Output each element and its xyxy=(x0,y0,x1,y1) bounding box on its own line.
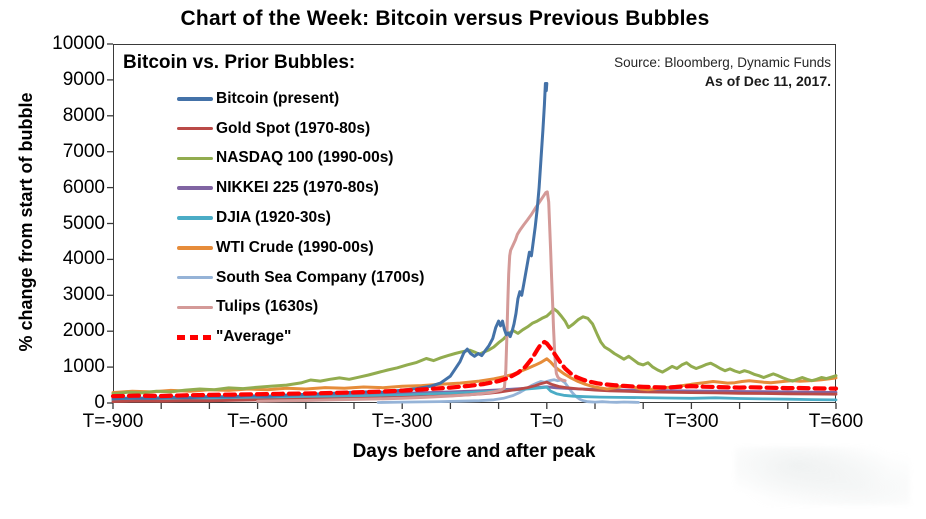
y-tick-label: 9000 xyxy=(62,68,105,90)
legend-item-nasdaq-100: NASDAQ 100 (1990-00s) xyxy=(123,144,453,174)
legend-swatch-gold-spot xyxy=(177,126,213,131)
x-tick-label: T=600 xyxy=(808,411,864,432)
y-tick-label: 5000 xyxy=(62,212,105,234)
y-tick-label: 2000 xyxy=(62,320,105,342)
series-line-south-sea xyxy=(376,378,640,404)
legend-swatch-bitcoin xyxy=(177,97,213,101)
legend-item-label: Gold Spot (1970-80s) xyxy=(216,119,371,137)
legend-swatch-djia xyxy=(177,216,213,220)
legend-item-gold-spot: Gold Spot (1970-80s) xyxy=(123,114,453,144)
page-title: Chart of the Week: Bitcoin versus Previo… xyxy=(180,7,710,30)
legend-item-label: Tulips (1630s) xyxy=(216,298,319,316)
x-tick-label: T=300 xyxy=(664,411,719,432)
legend-item-bitcoin: Bitcoin (present) xyxy=(123,84,453,114)
legend-swatch-wti-crude xyxy=(177,246,213,250)
source-block: Source: Bloomberg, Dynamic Funds As of D… xyxy=(614,53,831,91)
legend-swatch-tulips xyxy=(177,305,213,310)
legend-items: Bitcoin (present) Gold Spot (1970-80s) NAS… xyxy=(123,84,453,352)
legend-swatch-south-sea xyxy=(177,275,213,280)
series-line-tulips xyxy=(256,190,567,403)
legend-item-tulips: Tulips (1630s) xyxy=(123,293,453,323)
x-tick-label: T=-300 xyxy=(371,411,433,432)
legend-item-label: Bitcoin (present) xyxy=(216,89,340,107)
x-tick-label: T=-900 xyxy=(82,411,144,432)
plot-area xyxy=(113,44,836,403)
legend-item-nikkei-225: NIKKEI 225 (1970-80s) xyxy=(123,173,453,203)
legend-item-label: South Sea Company (1700s) xyxy=(216,268,425,286)
as-of-date-text: As of Dec 11, 2017. xyxy=(704,73,831,89)
watermark-smudge xyxy=(735,447,910,505)
legend: Bitcoin vs. Prior Bubbles: Bitcoin (pres… xyxy=(123,52,453,352)
x-tick-label: T=0 xyxy=(530,411,564,432)
series-line-bitcoin xyxy=(111,82,549,401)
y-tick-label: 0 xyxy=(94,392,105,413)
legend-swatch-nikkei-225 xyxy=(177,186,213,191)
y-tick-label: 8000 xyxy=(62,104,105,126)
source-text: Source: Bloomberg, Dynamic Funds xyxy=(614,55,831,70)
legend-title: Bitcoin vs. Prior Bubbles: xyxy=(123,52,356,73)
legend-item-label: NIKKEI 225 (1970-80s) xyxy=(216,179,379,197)
legend-item-wti-crude: WTI Crude (1990-00s) xyxy=(123,233,453,263)
y-tick-label: 6000 xyxy=(62,176,105,198)
series-line-wti-crude xyxy=(111,357,838,395)
legend-item-average: "Average" xyxy=(123,322,453,352)
x-tick-label: T=-600 xyxy=(227,411,288,432)
legend-swatch-nasdaq-100 xyxy=(177,156,213,161)
y-tick-label: 1000 xyxy=(62,356,105,378)
x-axis-title: Days before and after peak xyxy=(352,441,596,462)
series-line-average xyxy=(110,339,839,399)
legend-item-label: "Average" xyxy=(216,328,292,346)
series-line-nasdaq-100 xyxy=(111,307,838,396)
y-tick-label: 3000 xyxy=(62,284,105,306)
legend-swatch-average xyxy=(177,334,213,340)
y-tick-label: 4000 xyxy=(62,248,105,270)
legend-item-label: NASDAQ 100 (1990-00s) xyxy=(216,149,394,167)
y-tick-label: 7000 xyxy=(62,140,105,162)
legend-item-south-sea: South Sea Company (1700s) xyxy=(123,263,453,293)
series-line-djia xyxy=(111,385,838,402)
legend-item-label: DJIA (1920-30s) xyxy=(216,209,331,227)
y-tick-label: 10000 xyxy=(52,33,105,54)
legend-item-djia: DJIA (1920-30s) xyxy=(123,203,453,233)
legend-item-label: WTI Crude (1990-00s) xyxy=(216,238,374,256)
